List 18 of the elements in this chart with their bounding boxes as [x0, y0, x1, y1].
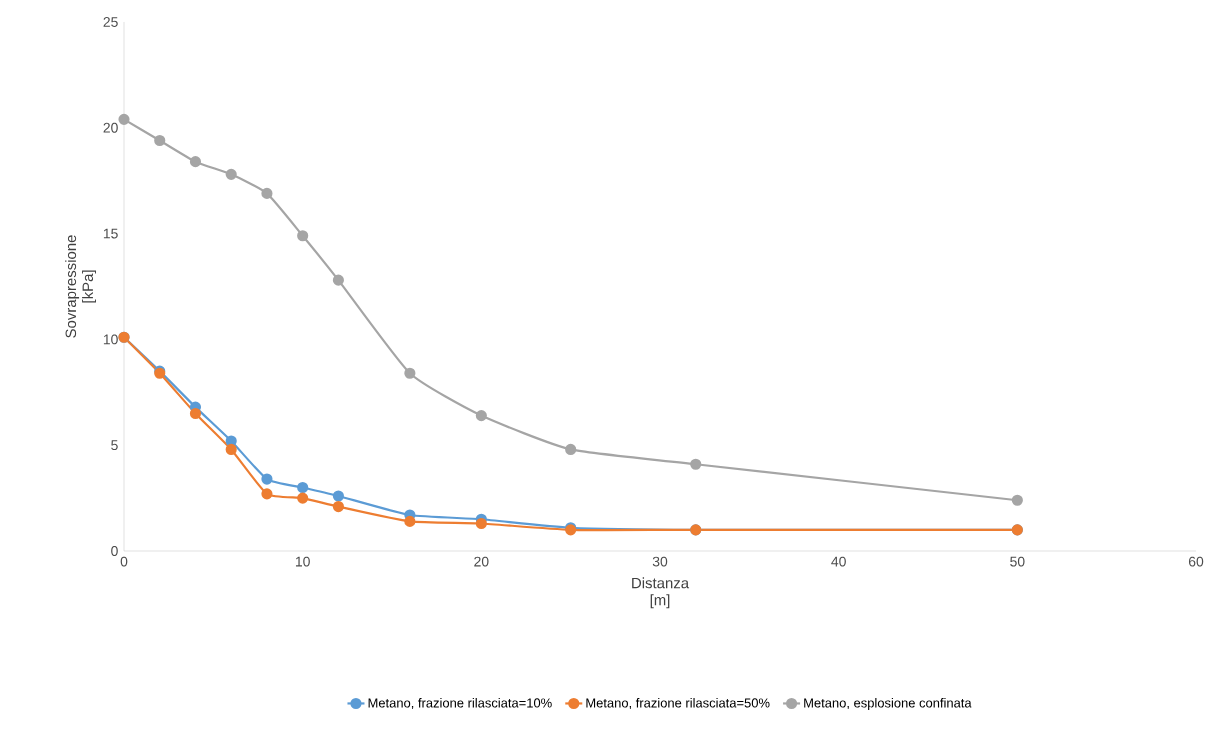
- y-tick-label: 20: [103, 122, 118, 133]
- y-tick-label: 0: [111, 546, 118, 556]
- x-axis-title: Distanza [m]: [632, 577, 690, 609]
- x-tick-label: 40: [831, 556, 846, 567]
- y-axis-title: Sovrapressione [kPa]: [65, 235, 96, 338]
- legend-label: Metano, frazione rilasciata=50%: [586, 698, 770, 710]
- legend-label: Metano, esplosione confinata: [804, 698, 972, 711]
- y-tick-label: 10: [103, 334, 118, 345]
- legend-label: Metano, frazione rilasciata=10%: [368, 698, 552, 710]
- y-tick-label: 15: [103, 228, 118, 239]
- x-tick-label: 30: [652, 556, 668, 567]
- x-tick-label: 10: [295, 556, 310, 567]
- y-tick-label: 5: [111, 440, 118, 451]
- x-tick-label: 50: [1010, 556, 1025, 567]
- x-tick-label: 0: [120, 556, 128, 567]
- y-tick-label: 25: [103, 17, 118, 27]
- x-tick-label: 60: [1188, 556, 1204, 567]
- x-tick-label: 20: [474, 556, 489, 567]
